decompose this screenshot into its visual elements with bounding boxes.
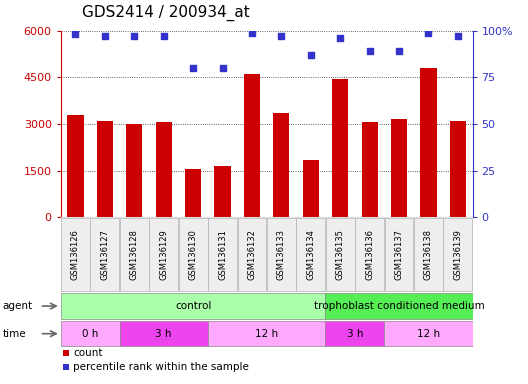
Text: GSM136127: GSM136127 [100, 229, 109, 280]
Bar [126, 124, 143, 217]
Bar [156, 122, 172, 217]
FancyBboxPatch shape [61, 218, 90, 291]
FancyBboxPatch shape [444, 218, 472, 291]
Point [277, 33, 286, 40]
Text: GSM136126: GSM136126 [71, 229, 80, 280]
Point [248, 30, 256, 36]
FancyBboxPatch shape [414, 218, 443, 291]
Text: 3 h: 3 h [155, 329, 172, 339]
FancyBboxPatch shape [296, 218, 325, 291]
FancyBboxPatch shape [61, 321, 119, 346]
FancyBboxPatch shape [384, 218, 413, 291]
FancyBboxPatch shape [120, 218, 149, 291]
FancyBboxPatch shape [208, 218, 237, 291]
Bar [332, 79, 348, 217]
Bar [303, 160, 319, 217]
Text: GSM136132: GSM136132 [248, 229, 257, 280]
Text: GSM136134: GSM136134 [306, 229, 315, 280]
Text: percentile rank within the sample: percentile rank within the sample [73, 362, 249, 372]
Point [424, 30, 432, 36]
Bar [274, 113, 289, 217]
Text: GSM136131: GSM136131 [218, 229, 227, 280]
Point [159, 33, 168, 40]
Text: GSM136139: GSM136139 [454, 229, 463, 280]
Bar [97, 121, 113, 217]
Text: 0 h: 0 h [82, 329, 98, 339]
Bar [362, 122, 378, 217]
Text: 12 h: 12 h [417, 329, 440, 339]
Point [395, 48, 403, 54]
Bar [214, 166, 231, 217]
Text: GDS2414 / 200934_at: GDS2414 / 200934_at [82, 5, 250, 21]
Bar [185, 169, 201, 217]
Point [365, 48, 374, 54]
Bar [450, 121, 466, 217]
FancyBboxPatch shape [238, 218, 266, 291]
Text: GSM136128: GSM136128 [130, 229, 139, 280]
FancyBboxPatch shape [384, 321, 473, 346]
Bar [420, 68, 437, 217]
FancyBboxPatch shape [355, 218, 384, 291]
Point [101, 33, 109, 40]
Point [218, 65, 227, 71]
Text: control: control [175, 301, 211, 311]
Point [336, 35, 344, 41]
Text: GSM136136: GSM136136 [365, 229, 374, 280]
Bar [244, 74, 260, 217]
Text: GSM136138: GSM136138 [424, 229, 433, 280]
FancyBboxPatch shape [325, 293, 473, 319]
Point [307, 52, 315, 58]
Point [189, 65, 197, 71]
Point [454, 33, 462, 40]
FancyBboxPatch shape [267, 218, 296, 291]
Text: GSM136129: GSM136129 [159, 229, 168, 280]
Text: GSM136133: GSM136133 [277, 229, 286, 280]
Point [130, 33, 138, 40]
Text: GSM136135: GSM136135 [336, 229, 345, 280]
Text: trophoblast conditioned medium: trophoblast conditioned medium [314, 301, 484, 311]
FancyBboxPatch shape [90, 218, 119, 291]
Text: 3 h: 3 h [347, 329, 363, 339]
Text: GSM136130: GSM136130 [188, 229, 197, 280]
FancyBboxPatch shape [149, 218, 178, 291]
Text: agent: agent [3, 301, 33, 311]
FancyBboxPatch shape [208, 321, 325, 346]
FancyBboxPatch shape [326, 218, 355, 291]
FancyBboxPatch shape [325, 321, 384, 346]
Bar [391, 119, 407, 217]
Point [71, 31, 80, 38]
Text: count: count [73, 348, 103, 358]
Text: GSM136137: GSM136137 [394, 229, 403, 280]
FancyBboxPatch shape [178, 218, 208, 291]
Text: time: time [3, 329, 26, 339]
FancyBboxPatch shape [119, 321, 208, 346]
Text: 12 h: 12 h [255, 329, 278, 339]
FancyBboxPatch shape [61, 293, 325, 319]
Bar [68, 115, 83, 217]
